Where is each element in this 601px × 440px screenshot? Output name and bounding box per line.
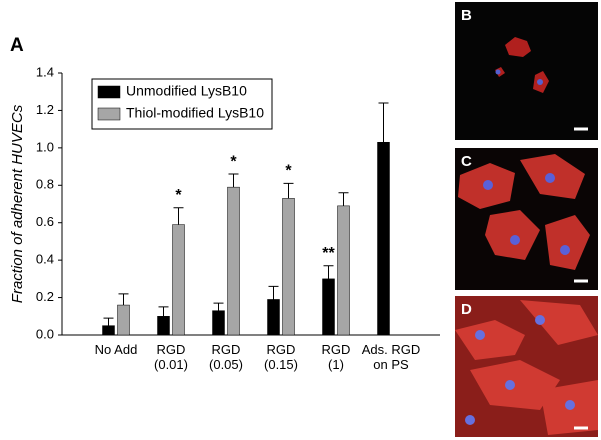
significance-mark: * — [285, 163, 292, 180]
legend-box — [91, 78, 273, 130]
x-tick-label: Ads. RGD on PS — [361, 342, 421, 372]
bar — [172, 224, 185, 336]
y-axis-label: Fraction of adherent HUVECs — [9, 104, 26, 303]
error-bar — [323, 265, 334, 279]
image-label: C — [461, 153, 472, 170]
image-d — [455, 296, 598, 437]
x-tick-label: RGD (1) — [321, 342, 351, 372]
legend-swatch — [97, 107, 121, 121]
bar — [117, 304, 130, 336]
bar — [267, 299, 280, 336]
error-bar — [378, 102, 389, 143]
image-b — [455, 2, 598, 140]
y-tick-label: 0.6 — [36, 214, 54, 229]
error-bar — [103, 317, 114, 326]
y-tick-label: 0.8 — [36, 177, 54, 192]
y-tick-label: 0.4 — [36, 252, 54, 267]
error-bar — [173, 207, 184, 225]
error-bar — [268, 285, 279, 300]
y-tick-label: 0.0 — [36, 326, 54, 341]
legend-label: Unmodified LysB10 — [126, 83, 247, 99]
y-tick-label: 0.2 — [36, 289, 54, 304]
significance-mark: ** — [322, 245, 335, 262]
bar — [337, 205, 350, 336]
error-bar — [283, 182, 294, 199]
bar — [157, 316, 170, 336]
error-bar — [118, 293, 129, 306]
significance-mark: * — [175, 187, 182, 204]
bar — [212, 310, 225, 336]
bar — [322, 278, 335, 336]
error-bar — [158, 306, 169, 317]
error-bar — [213, 302, 224, 311]
image-c — [455, 148, 598, 290]
significance-mark: * — [230, 153, 237, 170]
legend-swatch — [97, 85, 121, 99]
y-tick-label: 1.2 — [36, 102, 54, 117]
x-tick-label: RGD (0.05) — [209, 342, 243, 372]
legend-label: Thiol-modified LysB10 — [126, 105, 264, 121]
error-bar — [338, 192, 349, 206]
bar — [102, 325, 115, 336]
bar — [377, 141, 390, 336]
panel-label: A — [10, 35, 24, 56]
x-tick-label: No Add — [94, 342, 138, 357]
image-label: B — [461, 7, 472, 24]
error-bar — [228, 173, 239, 188]
x-tick-label: RGD (0.15) — [264, 342, 298, 372]
y-tick-label: 1.0 — [36, 139, 54, 154]
y-tick-label: 1.4 — [36, 64, 54, 79]
image-label: D — [461, 301, 472, 318]
bar — [227, 186, 240, 336]
bar — [282, 198, 295, 336]
x-tick-label: RGD (0.01) — [154, 342, 188, 372]
